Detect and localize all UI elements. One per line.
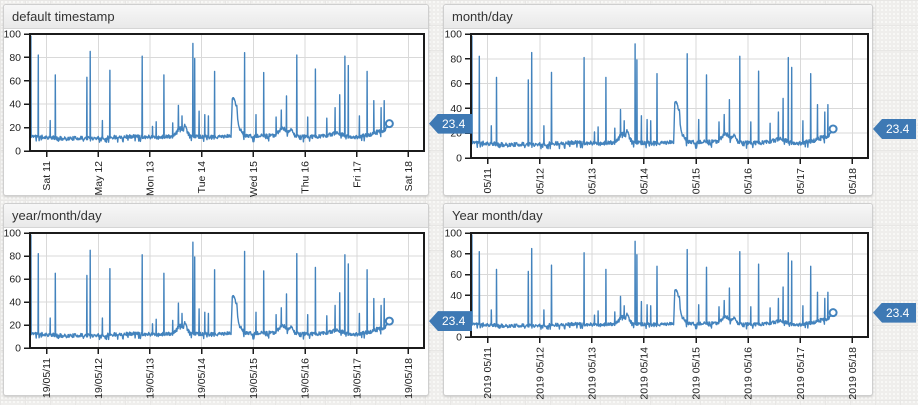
svg-text:2019 05/15: 2019 05/15: [691, 347, 703, 400]
svg-text:20: 20: [9, 320, 21, 332]
panel-title: default timestamp: [12, 9, 115, 24]
panel-header: year/month/day: [4, 204, 428, 228]
svg-text:0: 0: [15, 343, 21, 355]
panel-header: default timestamp: [4, 5, 428, 29]
svg-text:05/18: 05/18: [847, 168, 859, 194]
svg-text:Fri 17: Fri 17: [351, 161, 363, 188]
svg-text:Mon 13: Mon 13: [144, 161, 156, 196]
svg-text:05/14: 05/14: [638, 168, 650, 194]
svg-text:May 12: May 12: [93, 161, 105, 196]
svg-text:80: 80: [450, 53, 462, 65]
timeseries-chart[interactable]: 0 20 40 60 80 100 05/11 05/12 05/13 05/14 05/15 05/…: [444, 29, 874, 197]
svg-text:100: 100: [444, 228, 462, 240]
svg-text:05/12: 05/12: [534, 168, 546, 194]
timeseries-chart[interactable]: 0 20 40 60 80 100 Sat 11 May 12 Mon 13 Tue 14 Wed …: [3, 29, 430, 197]
svg-text:80: 80: [9, 251, 21, 263]
svg-text:40: 40: [9, 99, 21, 111]
chart-area: 0 20 40 60 80 100 05/11 05/12 05/13 05/14 05/15 05/…: [444, 29, 917, 197]
svg-text:60: 60: [450, 78, 462, 90]
svg-text:19/05/14: 19/05/14: [196, 358, 208, 399]
svg-text:20: 20: [450, 128, 462, 140]
svg-text:19/05/13: 19/05/13: [144, 358, 156, 399]
panel-header: month/day: [444, 5, 872, 29]
last-value-badge: 23.4: [429, 113, 473, 134]
svg-text:2019 05/18: 2019 05/18: [847, 347, 859, 400]
svg-text:Tue 14: Tue 14: [196, 161, 208, 193]
svg-text:20: 20: [9, 122, 21, 134]
svg-text:05/11: 05/11: [482, 168, 494, 194]
svg-text:05/15: 05/15: [691, 168, 703, 194]
timeseries-chart[interactable]: 0 20 40 60 80 100 19/05/11 19/05/12 19/05/13 19/0…: [3, 228, 430, 399]
svg-text:60: 60: [450, 269, 462, 281]
chart-panel-year-month-day: year/month/day 0 20 40 60 80 100 19/05/11 19/05…: [3, 203, 473, 399]
chart-panel-month-day: month/day 0 20 40 60 80 100 05/11 05/12 05/13 05/…: [443, 4, 917, 197]
svg-text:40: 40: [450, 290, 462, 302]
svg-text:Wed 15: Wed 15: [248, 161, 260, 197]
svg-text:40: 40: [450, 103, 462, 115]
chart-area: 0 20 40 60 80 100 Sat 11 May 12 Mon 13 Tue 14 Wed …: [3, 29, 473, 197]
panel-title: year/month/day: [12, 208, 102, 223]
last-value-badge: 23.4: [873, 302, 917, 323]
svg-text:Thu 16: Thu 16: [300, 161, 312, 194]
svg-text:19/05/16: 19/05/16: [300, 358, 312, 399]
svg-text:0: 0: [456, 153, 462, 165]
chart-area: 0 20 40 60 80 100 19/05/11 19/05/12 19/05/13 19/0…: [3, 228, 473, 399]
svg-text:2019 05/17: 2019 05/17: [795, 347, 807, 400]
svg-text:40: 40: [9, 297, 21, 309]
svg-text:05/17: 05/17: [795, 168, 807, 194]
svg-text:19/05/18: 19/05/18: [403, 358, 415, 399]
panel-title: Year month/day: [452, 208, 543, 223]
svg-text:100: 100: [444, 29, 462, 41]
chart-panel-year-space-month-day: Year month/day 0204060801002019 05/11201…: [443, 203, 917, 400]
svg-text:19/05/11: 19/05/11: [41, 358, 53, 398]
panel-header: Year month/day: [444, 204, 872, 228]
svg-text:05/16: 05/16: [743, 168, 755, 194]
svg-text:Sat 18: Sat 18: [403, 161, 415, 192]
last-value-badge: 23.4: [429, 311, 473, 332]
svg-text:Sat 11: Sat 11: [41, 161, 53, 191]
svg-text:2019 05/13: 2019 05/13: [586, 347, 598, 400]
last-value-badge: 23.4: [873, 118, 917, 139]
chart-panel-default-timestamp: default timestamp 0 20 40 60 80 100 Sat 11 May …: [3, 4, 473, 197]
panel-title: month/day: [452, 9, 513, 24]
svg-text:60: 60: [9, 75, 21, 87]
svg-text:80: 80: [9, 52, 21, 64]
svg-text:0: 0: [15, 146, 21, 158]
svg-text:2019 05/12: 2019 05/12: [534, 347, 546, 400]
svg-text:2019 05/11: 2019 05/11: [482, 347, 494, 399]
svg-text:05/13: 05/13: [586, 168, 598, 194]
svg-text:80: 80: [450, 248, 462, 260]
svg-text:60: 60: [9, 274, 21, 286]
svg-text:0: 0: [456, 332, 462, 344]
svg-text:2019 05/14: 2019 05/14: [638, 347, 650, 400]
svg-text:19/05/15: 19/05/15: [248, 358, 260, 399]
svg-text:2019 05/16: 2019 05/16: [743, 347, 755, 400]
svg-text:100: 100: [3, 29, 21, 41]
svg-text:100: 100: [3, 228, 21, 240]
svg-text:19/05/12: 19/05/12: [93, 358, 105, 399]
svg-text:19/05/17: 19/05/17: [351, 358, 363, 399]
